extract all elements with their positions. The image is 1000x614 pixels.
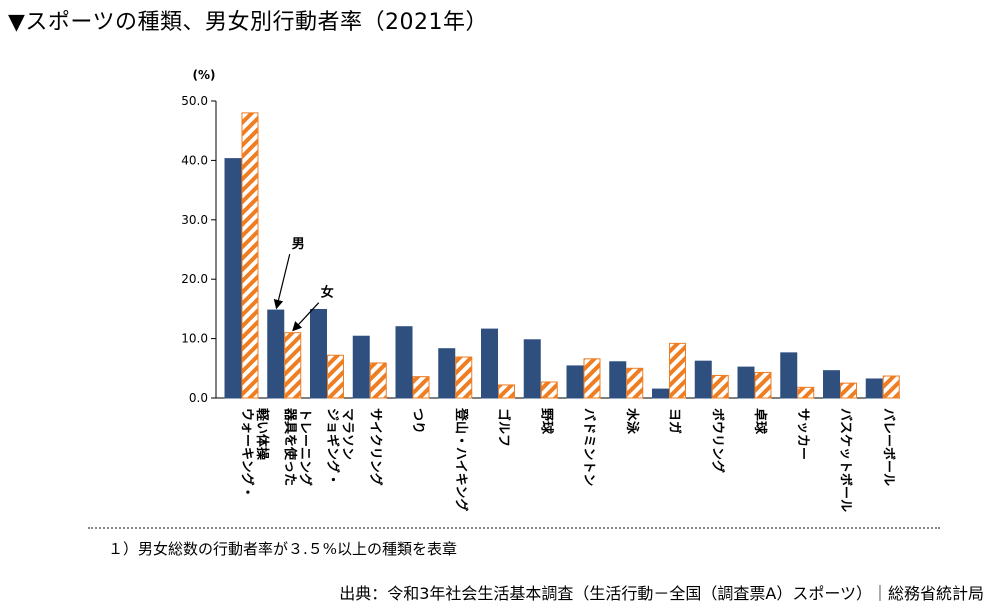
- x-category-label: ウォーキング・軽い体操: [239, 408, 270, 499]
- bar-female: [327, 354, 344, 399]
- page-title: ▼スポーツの種類、男女別行動者率（2021年）: [8, 10, 488, 35]
- bar-chart: 0.0 10.0 20.0 30.0 40.0 50.0 (%) ウォーキング・軽い体操 器具を…: [181, 68, 900, 512]
- x-category-label-line: ゴルフ: [496, 408, 512, 447]
- y-tick-label: 30.0: [181, 213, 208, 227]
- bar-female: [412, 376, 430, 399]
- x-category-label-line: バレーボール: [880, 408, 896, 486]
- x-category-label: ゴルフ: [496, 408, 512, 447]
- bar-male: [694, 360, 712, 399]
- bar-male: [523, 339, 541, 399]
- bar-female: [284, 332, 302, 399]
- x-category-label: 水泳: [624, 408, 640, 435]
- bar-female: [840, 382, 857, 399]
- bar-female: [797, 386, 815, 399]
- x-category-label: ヨガ: [667, 408, 682, 434]
- bar-male: [352, 335, 370, 399]
- source-credit: 出典：令和3年社会生活基本調査（生活行動－全国（調査票A）スポーツ）｜総務省統計…: [339, 584, 984, 603]
- bar-female: [583, 358, 601, 399]
- bar-female: [540, 381, 558, 399]
- bar-male: [737, 366, 755, 399]
- bar-female: [241, 112, 259, 399]
- x-category-label-line: つり: [410, 408, 425, 434]
- bar-male: [224, 158, 242, 399]
- annotation-label: 男: [292, 237, 305, 252]
- x-category-label-line: 器具を使った: [282, 407, 298, 486]
- bar-female: [455, 356, 473, 399]
- bar-male: [310, 308, 327, 399]
- x-category-label-line: 登山・ハイキング: [453, 407, 469, 511]
- divider-line: [88, 527, 940, 529]
- x-category-label-line: 水泳: [624, 408, 640, 435]
- bar-male: [780, 352, 798, 399]
- bar-male: [481, 328, 498, 399]
- x-category-label: 器具を使ったトレーニング: [282, 407, 313, 486]
- bar-female: [626, 367, 644, 399]
- x-category-label: バスケットボール: [838, 408, 854, 512]
- x-category-label: 野球: [538, 408, 554, 435]
- bar-male: [267, 309, 285, 399]
- x-category-label-line: ヨガ: [667, 408, 682, 434]
- x-category-label: ジョギング・マラソン: [325, 408, 355, 486]
- y-tick-label: 0.0: [189, 391, 208, 405]
- x-category-label: サイクリング: [367, 408, 383, 486]
- x-category-label: バドミントン: [581, 408, 596, 486]
- y-tick-label: 50.0: [181, 94, 208, 108]
- x-category-label-line: バスケットボール: [838, 408, 854, 512]
- x-category-label: バレーボール: [880, 408, 896, 486]
- x-category-label: 卓球: [752, 408, 768, 435]
- x-category-label-line: バドミントン: [581, 408, 596, 486]
- x-category-label: ボウリング: [709, 408, 725, 473]
- bar-male: [395, 326, 413, 399]
- x-category-label-line: 野球: [538, 408, 554, 435]
- bar-male: [609, 361, 627, 399]
- y-tick-label: 40.0: [181, 153, 208, 167]
- y-axis-label: (%): [193, 68, 216, 82]
- x-category-label-line: トレーニング: [297, 408, 313, 486]
- annotation-arrow: [292, 302, 320, 332]
- y-tick-label: 20.0: [181, 272, 208, 286]
- footnote: １）男女総数の行動者率が３.５%以上の種類を表章: [108, 540, 458, 558]
- annotation-label: 女: [321, 285, 334, 301]
- x-category-label: 登山・ハイキング: [453, 407, 469, 511]
- y-tick-label: 10.0: [181, 332, 208, 346]
- bar-female: [711, 374, 729, 399]
- x-category-label: つり: [410, 408, 425, 434]
- x-category-label-line: 卓球: [752, 408, 768, 435]
- bar-female: [498, 384, 515, 399]
- x-category-label-line: ボウリング: [709, 408, 725, 473]
- x-category-label-line: マラソン: [340, 408, 355, 460]
- x-category-label: サッカー: [795, 408, 810, 460]
- x-category-label-line: サイクリング: [367, 408, 383, 486]
- bar-male: [566, 365, 584, 399]
- bar-female: [669, 342, 686, 399]
- bar-male: [652, 388, 669, 399]
- x-category-label-line: サッカー: [795, 408, 810, 460]
- x-category-label-line: ウォーキング・: [239, 408, 255, 499]
- bar-male: [865, 378, 883, 399]
- bar-male: [823, 370, 840, 399]
- bar-male: [438, 348, 456, 399]
- bar-female: [882, 375, 900, 399]
- bar-female: [754, 371, 772, 399]
- x-category-label-line: ジョギング・: [325, 408, 341, 486]
- annotation-arrow: [273, 253, 291, 310]
- x-category-label-line: 軽い体操: [254, 408, 270, 460]
- bar-female: [369, 362, 387, 399]
